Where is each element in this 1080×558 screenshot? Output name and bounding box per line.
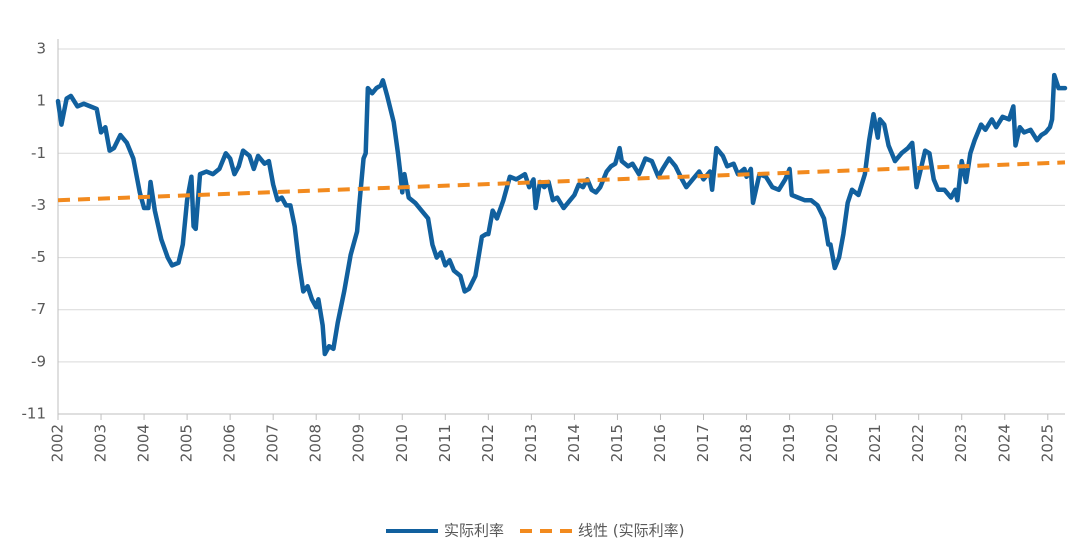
- x-tick-label: 2010: [393, 424, 411, 462]
- x-tick-label: 2013: [522, 424, 540, 462]
- y-tick-label: 1: [36, 92, 46, 110]
- x-tick-label: 2022: [909, 424, 927, 462]
- x-tick-label: 2005: [178, 424, 196, 462]
- x-tick-label: 2002: [49, 424, 67, 462]
- x-tick-label: 2023: [952, 424, 970, 462]
- x-tick-label: 2015: [608, 424, 626, 462]
- x-tick-label: 2018: [737, 424, 755, 462]
- x-tick-label: 2020: [823, 424, 841, 462]
- trend-line: [57, 160, 1066, 203]
- x-tick-label: 2008: [307, 424, 325, 462]
- x-tick-label: 2004: [135, 424, 153, 462]
- y-tick-label: 3: [36, 40, 46, 58]
- y-tick-label: -3: [31, 196, 46, 214]
- x-tick-label: 2007: [264, 424, 282, 462]
- data-line: [55, 72, 1068, 357]
- x-tick-label: 2019: [780, 424, 798, 462]
- plot-area: [55, 72, 1068, 357]
- legend-label: 线性 (实际利率): [578, 522, 684, 540]
- y-tick-label: -1: [31, 144, 46, 162]
- x-tick-label: 2021: [866, 424, 884, 462]
- x-tick-label: 2016: [651, 424, 669, 462]
- x-tick-label: 2025: [1038, 424, 1056, 462]
- x-tick-label: 2011: [436, 424, 454, 462]
- legend-label: 实际利率: [444, 522, 504, 540]
- x-tick-label: 2012: [479, 424, 497, 462]
- x-tick-label: 2014: [565, 424, 583, 462]
- x-tick-label: 2017: [694, 424, 712, 462]
- x-tick-label: 2009: [350, 424, 368, 462]
- x-tick-label: 2024: [995, 424, 1013, 462]
- y-tick-label: -11: [22, 405, 47, 423]
- y-tick-label: -9: [31, 352, 46, 370]
- legend: 实际利率 线性 (实际利率): [386, 522, 684, 540]
- y-tick-label: -5: [31, 248, 46, 266]
- x-tick-label: 2006: [221, 424, 239, 462]
- y-tick-label: -7: [31, 300, 46, 318]
- x-tick-label: 2003: [92, 424, 110, 462]
